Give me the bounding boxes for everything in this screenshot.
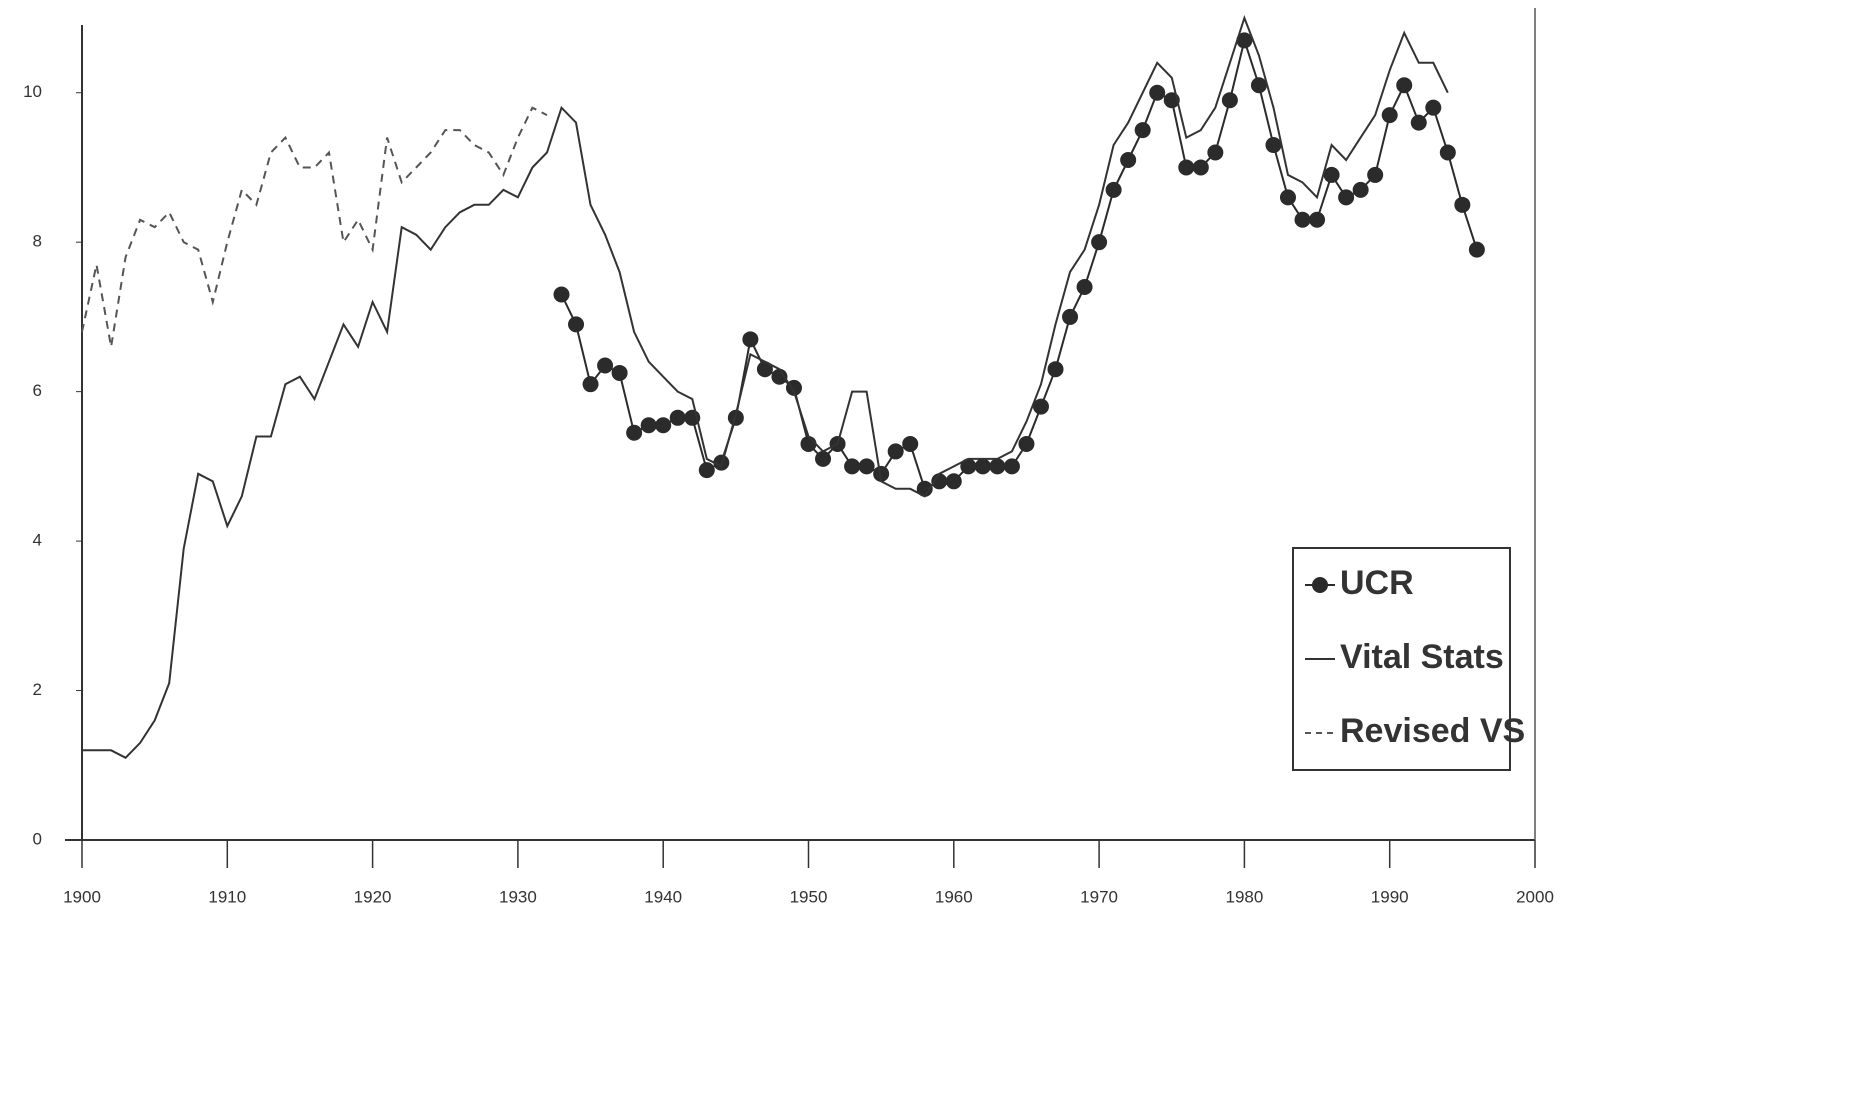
y-tick-label: 0 (33, 829, 42, 848)
legend-label: UCR (1340, 564, 1414, 602)
series-line (560, 36, 1478, 491)
y-tick-label: 8 (33, 232, 42, 251)
data-point (1018, 435, 1035, 452)
data-point (1134, 122, 1151, 139)
x-tick-label: 1970 (1080, 887, 1118, 906)
data-point (771, 368, 788, 385)
data-point (1192, 159, 1209, 176)
data-point (1178, 159, 1195, 176)
data-point (1352, 181, 1369, 198)
data-point (1236, 32, 1253, 49)
data-point (1294, 211, 1311, 228)
data-point (873, 465, 890, 482)
data-point (1439, 144, 1456, 161)
x-tick-label: 1920 (354, 887, 392, 906)
data-point (640, 417, 657, 434)
data-point (960, 458, 977, 475)
data-point (1396, 77, 1413, 94)
data-point (669, 409, 686, 426)
data-point (568, 316, 585, 333)
data-point (597, 357, 614, 374)
x-tick-label: 2000 (1516, 887, 1554, 906)
x-tick-label: 1930 (499, 887, 537, 906)
data-point (974, 458, 991, 475)
data-point (1454, 196, 1471, 213)
x-tick-label: 1900 (63, 887, 101, 906)
data-point (626, 424, 643, 441)
data-point (698, 462, 715, 479)
legend-marker (1312, 577, 1328, 593)
data-point (1250, 77, 1267, 94)
data-point (1032, 398, 1049, 415)
data-point (945, 473, 962, 490)
data-point (1105, 181, 1122, 198)
data-point (1062, 308, 1079, 325)
data-point (1309, 211, 1326, 228)
data-point (815, 450, 832, 467)
x-tick-label: 1960 (935, 887, 973, 906)
data-point (1047, 361, 1064, 378)
data-point (1207, 144, 1224, 161)
legend: UCR Vital Stats Revised VS (1292, 547, 1525, 771)
data-point (858, 458, 875, 475)
data-point (1221, 92, 1238, 109)
data-point (582, 376, 599, 393)
data-point (611, 364, 628, 381)
data-point (1149, 84, 1166, 101)
data-point (1279, 189, 1296, 206)
data-point (1265, 137, 1282, 154)
data-point (1381, 107, 1398, 124)
y-tick-label: 4 (33, 531, 42, 550)
data-point (1091, 234, 1108, 251)
data-point (655, 417, 672, 434)
x-tick-label: 1980 (1225, 887, 1263, 906)
y-tick-label: 10 (23, 82, 42, 101)
data-point (844, 458, 861, 475)
data-point (1338, 189, 1355, 206)
data-point (756, 361, 773, 378)
x-tick-label: 1950 (790, 887, 828, 906)
data-point (1410, 114, 1427, 131)
x-tick-label: 1910 (208, 887, 246, 906)
data-point (1468, 241, 1485, 258)
data-point (931, 473, 948, 490)
data-point (989, 458, 1006, 475)
x-tick-label: 1990 (1371, 887, 1409, 906)
data-point (1076, 279, 1093, 296)
data-point (1367, 166, 1384, 183)
legend-label: Vital Stats (1340, 638, 1504, 676)
series-line (81, 106, 548, 347)
legend-label: Revised VS (1340, 712, 1525, 750)
data-point (887, 443, 904, 460)
data-point (1323, 166, 1340, 183)
data-point (902, 435, 919, 452)
x-tick-label: 1940 (644, 887, 682, 906)
data-point (1425, 99, 1442, 116)
data-point (916, 480, 933, 497)
series-line (82, 15, 1449, 760)
data-point (800, 435, 817, 452)
data-point (742, 331, 759, 348)
data-point (1003, 458, 1020, 475)
data-point (553, 286, 570, 303)
data-point (1120, 151, 1137, 168)
y-tick-label: 2 (33, 680, 42, 699)
y-tick-label: 6 (33, 381, 42, 400)
